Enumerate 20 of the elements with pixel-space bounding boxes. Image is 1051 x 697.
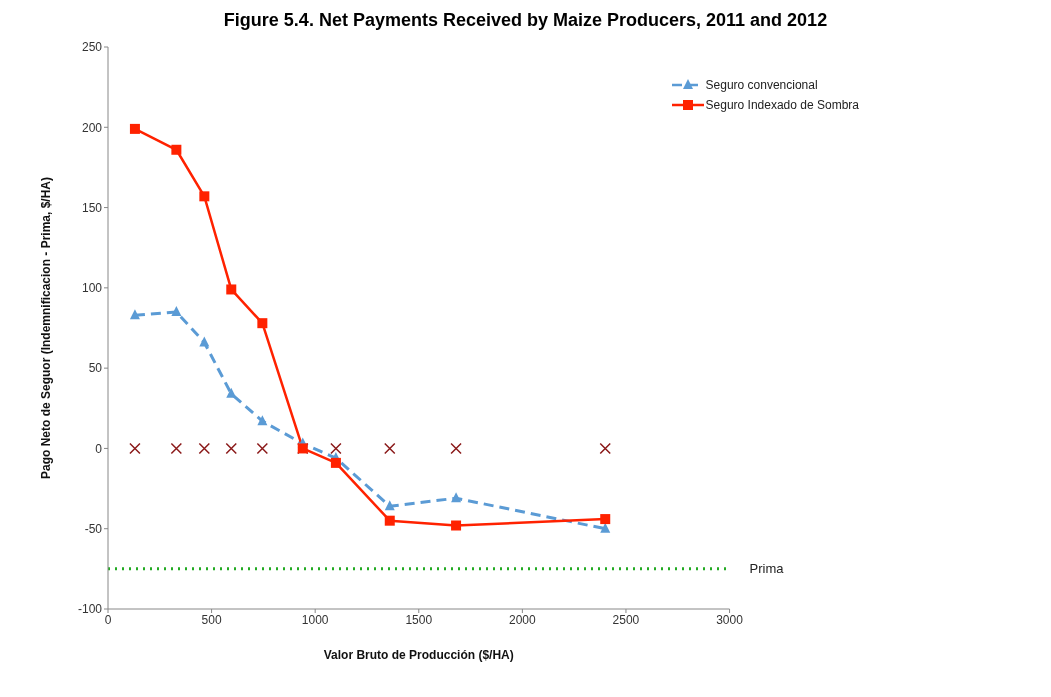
y-tick-label: 0 (95, 441, 103, 456)
x-tick-label: 2500 (612, 612, 640, 627)
y-axis-title: Pago Neto de Seguor (Indemnificacion - Prima, $/HA) (39, 176, 54, 480)
y-tick-label: 150 (81, 200, 103, 215)
x-tick-label: 3000 (716, 612, 744, 627)
y-tick-label: 50 (88, 361, 103, 376)
y-tick-label: 250 (81, 40, 103, 55)
ref-line-label: Prima (749, 561, 785, 577)
x-tick-label: 1000 (301, 612, 329, 627)
y-tick-label: -100 (77, 602, 103, 617)
x-axis-title: Valor Bruto de Producción ($/HA) (323, 648, 514, 662)
chart-title: Figure 5.4. Net Payments Received by Maize Producers, 2011 and 2012 (222, 9, 829, 32)
y-tick-label: 200 (81, 120, 103, 135)
legend-label: Seguro convencional (705, 78, 818, 92)
legend-label: Seguro Indexado de Sombra (705, 98, 859, 112)
y-tick-label: 100 (81, 281, 103, 296)
x-tick-label: 2000 (509, 612, 537, 627)
x-tick-label: 1500 (405, 612, 433, 627)
y-tick-label: -50 (84, 521, 103, 536)
x-tick-label: 500 (201, 612, 222, 627)
